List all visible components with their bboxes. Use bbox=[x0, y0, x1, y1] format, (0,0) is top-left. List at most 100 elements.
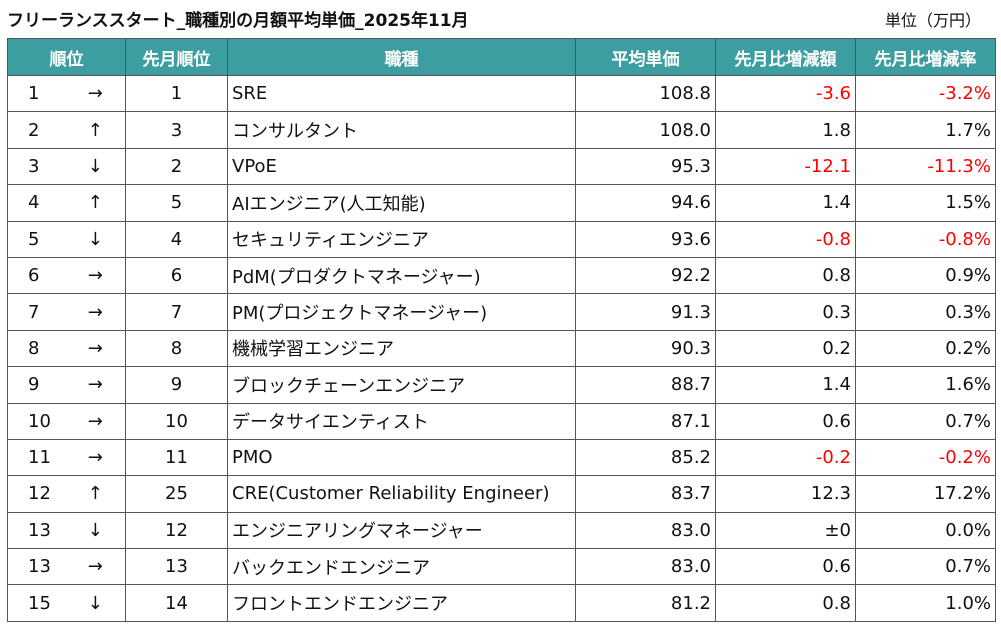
table-cell: -0.8% bbox=[855, 220, 996, 258]
table-cell: 3 bbox=[7, 147, 66, 186]
table-cell: 10 bbox=[125, 402, 228, 440]
table-cell: 1 bbox=[7, 74, 66, 113]
table-cell: 0.3% bbox=[855, 293, 996, 331]
table-cell: 83.7 bbox=[575, 475, 716, 513]
table-cell: ↑ bbox=[65, 184, 126, 222]
table-cell: AIエンジニア(人工知能) bbox=[227, 184, 576, 222]
table-cell: 1.4 bbox=[715, 184, 856, 222]
table-row: 4 ↑ 5 AIエンジニア(人工知能) 94.6 1.4 1.5% bbox=[7, 184, 996, 222]
table-cell: 0.8 bbox=[715, 584, 856, 622]
table-cell: -12.1 bbox=[715, 147, 856, 186]
table-cell: 0.6 bbox=[715, 402, 856, 440]
table-row: 1 → 1 SRE 108.8 -3.6 -3.2% bbox=[7, 74, 996, 113]
table-cell: 9 bbox=[7, 366, 66, 404]
table-cell: セキュリティエンジニア bbox=[227, 220, 576, 258]
table-cell: 1.8 bbox=[715, 111, 856, 149]
table-cell: 91.3 bbox=[575, 293, 716, 331]
table-cell: → bbox=[65, 329, 126, 368]
table-cell: VPoE bbox=[227, 147, 576, 186]
table-cell: -0.2% bbox=[855, 438, 996, 477]
table-cell: SRE bbox=[227, 74, 576, 113]
table-cell: 93.6 bbox=[575, 220, 716, 258]
table-cell: PdM(プロダクトマネージャー) bbox=[227, 256, 576, 295]
table-row: 13 ↓ 12 エンジニアリングマネージャー 83.0 ±0 0.0% bbox=[7, 511, 996, 550]
table-cell: 83.0 bbox=[575, 548, 716, 586]
table-cell: 4 bbox=[125, 220, 228, 258]
column-header: 先月順位 bbox=[125, 38, 228, 76]
table-cell: 83.0 bbox=[575, 511, 716, 550]
table-cell: → bbox=[65, 548, 126, 586]
table-cell: 0.8 bbox=[715, 256, 856, 295]
table-row: 7 → 7 PM(プロジェクトマネージャー) 91.3 0.3 0.3% bbox=[7, 293, 996, 331]
table-cell: 11 bbox=[125, 438, 228, 477]
column-header: 職種 bbox=[227, 38, 576, 76]
table-cell: 1.4 bbox=[715, 366, 856, 404]
table-cell: 108.0 bbox=[575, 111, 716, 149]
table-cell: 95.3 bbox=[575, 147, 716, 186]
table-cell: 0.0% bbox=[855, 511, 996, 550]
header-row: 順位 先月順位 職種 平均単価 先月比増減額 先月比増減率 bbox=[7, 38, 996, 76]
table-cell: 9 bbox=[125, 366, 228, 404]
table-cell: CRE(Customer Reliability Engineer) bbox=[227, 475, 576, 513]
table-cell: 1.6% bbox=[855, 366, 996, 404]
table-cell: -0.2 bbox=[715, 438, 856, 477]
table-cell: フロントエンドエンジニア bbox=[227, 584, 576, 622]
table-cell: 1.0% bbox=[855, 584, 996, 622]
table-cell: 88.7 bbox=[575, 366, 716, 404]
table-cell: エンジニアリングマネージャー bbox=[227, 511, 576, 550]
table-cell: ↓ bbox=[65, 511, 126, 550]
table-cell: 81.2 bbox=[575, 584, 716, 622]
table-cell: ↑ bbox=[65, 111, 126, 149]
table-cell: 12.3 bbox=[715, 475, 856, 513]
table-cell: -0.8 bbox=[715, 220, 856, 258]
table-cell: 92.2 bbox=[575, 256, 716, 295]
table-cell: ↓ bbox=[65, 147, 126, 186]
table-row: 8 → 8 機械学習エンジニア 90.3 0.2 0.2% bbox=[7, 329, 996, 368]
table-cell: 17.2% bbox=[855, 475, 996, 513]
table-cell: 87.1 bbox=[575, 402, 716, 440]
table-cell: 0.2 bbox=[715, 329, 856, 368]
table-cell: 0.7% bbox=[855, 548, 996, 586]
table-cell: 8 bbox=[125, 329, 228, 368]
table-cell: 1.5% bbox=[855, 184, 996, 222]
table-cell: ブロックチェーンエンジニア bbox=[227, 366, 576, 404]
table-row: 3 ↓ 2 VPoE 95.3 -12.1 -11.3% bbox=[7, 147, 996, 186]
table-cell: 6 bbox=[7, 256, 66, 295]
table-cell: 0.6 bbox=[715, 548, 856, 586]
table-row: 12 ↑ 25 CRE(Customer Reliability Engineer) 8… bbox=[7, 475, 996, 513]
table-cell: PM(プロジェクトマネージャー) bbox=[227, 293, 576, 331]
table-cell: 11 bbox=[7, 438, 66, 477]
table-cell: 14 bbox=[125, 584, 228, 622]
table-cell: 2 bbox=[7, 111, 66, 149]
table-cell: 6 bbox=[125, 256, 228, 295]
table-cell: 25 bbox=[125, 475, 228, 513]
table-cell: PMO bbox=[227, 438, 576, 477]
table-cell: 0.7% bbox=[855, 402, 996, 440]
column-header: 先月比増減額 bbox=[715, 38, 856, 76]
table-cell: 0.3 bbox=[715, 293, 856, 331]
table-cell: 5 bbox=[7, 220, 66, 258]
column-header: 先月比増減率 bbox=[855, 38, 996, 76]
table-cell: ↓ bbox=[65, 584, 126, 622]
table-cell: → bbox=[65, 74, 126, 113]
table-cell: 94.6 bbox=[575, 184, 716, 222]
table-row: 2 ↑ 3 コンサルタント 108.0 1.8 1.7% bbox=[7, 111, 996, 149]
table-row: 10 → 10 データサイエンティスト 87.1 0.6 0.7% bbox=[7, 402, 996, 440]
table-cell: 機械学習エンジニア bbox=[227, 329, 576, 368]
table-row: 15 ↓ 14 フロントエンドエンジニア 81.2 0.8 1.0% bbox=[7, 584, 996, 622]
table-row: 9 → 9 ブロックチェーンエンジニア 88.7 1.4 1.6% bbox=[7, 366, 996, 404]
table-cell: 0.9% bbox=[855, 256, 996, 295]
table-body: 1 → 1 SRE 108.8 -3.6 -3.2% 2 ↑ 3 コンサルタント 108.0 1.8 1.… bbox=[7, 74, 996, 622]
table-cell: 5 bbox=[125, 184, 228, 222]
table-cell: 108.8 bbox=[575, 74, 716, 113]
column-header: 平均単価 bbox=[575, 38, 716, 76]
table-cell: → bbox=[65, 402, 126, 440]
table-cell: データサイエンティスト bbox=[227, 402, 576, 440]
table-cell: 8 bbox=[7, 329, 66, 368]
table-cell: → bbox=[65, 256, 126, 295]
unit-label: 単位（万円） bbox=[884, 11, 981, 30]
table-cell: 2 bbox=[125, 147, 228, 186]
table-cell: → bbox=[65, 438, 126, 477]
table-cell: 3 bbox=[125, 111, 228, 149]
